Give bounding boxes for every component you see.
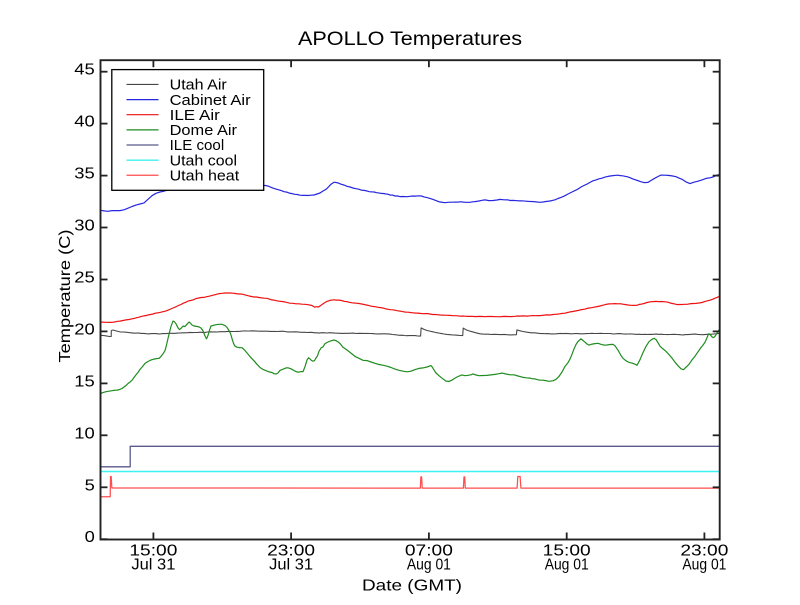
svg-text:30: 30 [74,218,95,235]
svg-text:Dome Air: Dome Air [170,123,238,139]
svg-text:Cabinet Air: Cabinet Air [170,93,251,109]
svg-text:Utah heat: Utah heat [170,169,240,185]
svg-text:ILE cool: ILE cool [170,138,225,154]
svg-text:07:00: 07:00 [405,543,453,560]
svg-text:23:00: 23:00 [680,543,728,560]
svg-text:Aug 01: Aug 01 [545,557,589,574]
svg-text:35: 35 [74,166,95,183]
svg-text:Aug 01: Aug 01 [682,557,726,574]
svg-text:Jul 31: Jul 31 [269,557,313,574]
svg-text:Jul 31: Jul 31 [131,557,175,574]
svg-text:40: 40 [74,114,95,131]
svg-text:Date (GMT): Date (GMT) [362,578,462,595]
svg-text:5: 5 [85,477,95,494]
svg-text:20: 20 [74,321,95,338]
svg-text:Aug 01: Aug 01 [407,557,451,574]
svg-text:23:00: 23:00 [267,543,315,560]
svg-text:25: 25 [74,270,95,287]
svg-text:APOLLO Temperatures: APOLLO Temperatures [298,28,522,50]
svg-text:ILE Air: ILE Air [170,108,220,124]
svg-text:45: 45 [74,62,95,79]
svg-text:15: 15 [74,373,95,390]
svg-text:10: 10 [74,425,95,442]
svg-text:15:00: 15:00 [543,543,591,560]
svg-text:Utah Air: Utah Air [170,78,227,94]
svg-text:Utah cool: Utah cool [170,153,237,169]
svg-text:Temperature (C): Temperature (C) [57,230,74,363]
svg-text:15:00: 15:00 [129,543,177,560]
svg-text:0: 0 [85,529,95,546]
